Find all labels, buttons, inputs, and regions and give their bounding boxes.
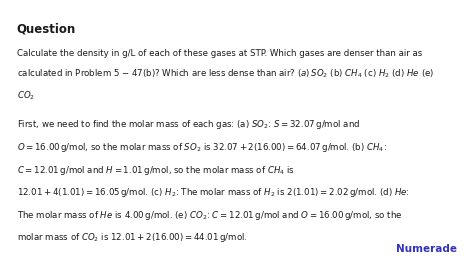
Text: Question: Question [17,23,76,36]
Text: calculated in Problem 5 $-$ 47(b)? Which are less dense than air? $(a)\,SO_2$ (b: calculated in Problem 5 $-$ 47(b)? Which… [17,68,434,80]
Text: $C = 12.01\,\mathrm{g/mol}$ and $H = 1.01\,\mathrm{g/mol}$, so the molar mass of: $C = 12.01\,\mathrm{g/mol}$ and $H = 1.0… [17,164,294,177]
Text: molar mass of $CO_2$ is $12.01 + 2(16.00) = 44.01\,\mathrm{g/mol}$.: molar mass of $CO_2$ is $12.01 + 2(16.00… [17,231,247,244]
Text: First, we need to find the molar mass of each gas: (a) $SO_2$: $S = 32.07\,\math: First, we need to find the molar mass of… [17,118,360,131]
Text: Numerade: Numerade [396,244,457,254]
Text: Calculate the density in g/L of each of these gases at STP. Which gases are dens: Calculate the density in g/L of each of … [17,49,422,58]
Text: $O = 16.00\,\mathrm{g/mol}$, so the molar mass of $SO_2$ is $32.07 + 2(16.00) = : $O = 16.00\,\mathrm{g/mol}$, so the mola… [17,141,386,154]
Text: $CO_2$: $CO_2$ [17,89,35,102]
Text: The molar mass of $\mathit{He}$ is $4.00\,\mathrm{g/mol}$. (e) $CO_2$: $C = 12.0: The molar mass of $\mathit{He}$ is $4.00… [17,209,402,222]
Text: $12.01 + 4(1.01) = 16.05\,\mathrm{g/mol}$. (c) $H_2$: The molar mass of $H_2$ is: $12.01 + 4(1.01) = 16.05\,\mathrm{g/mol}… [17,186,410,199]
